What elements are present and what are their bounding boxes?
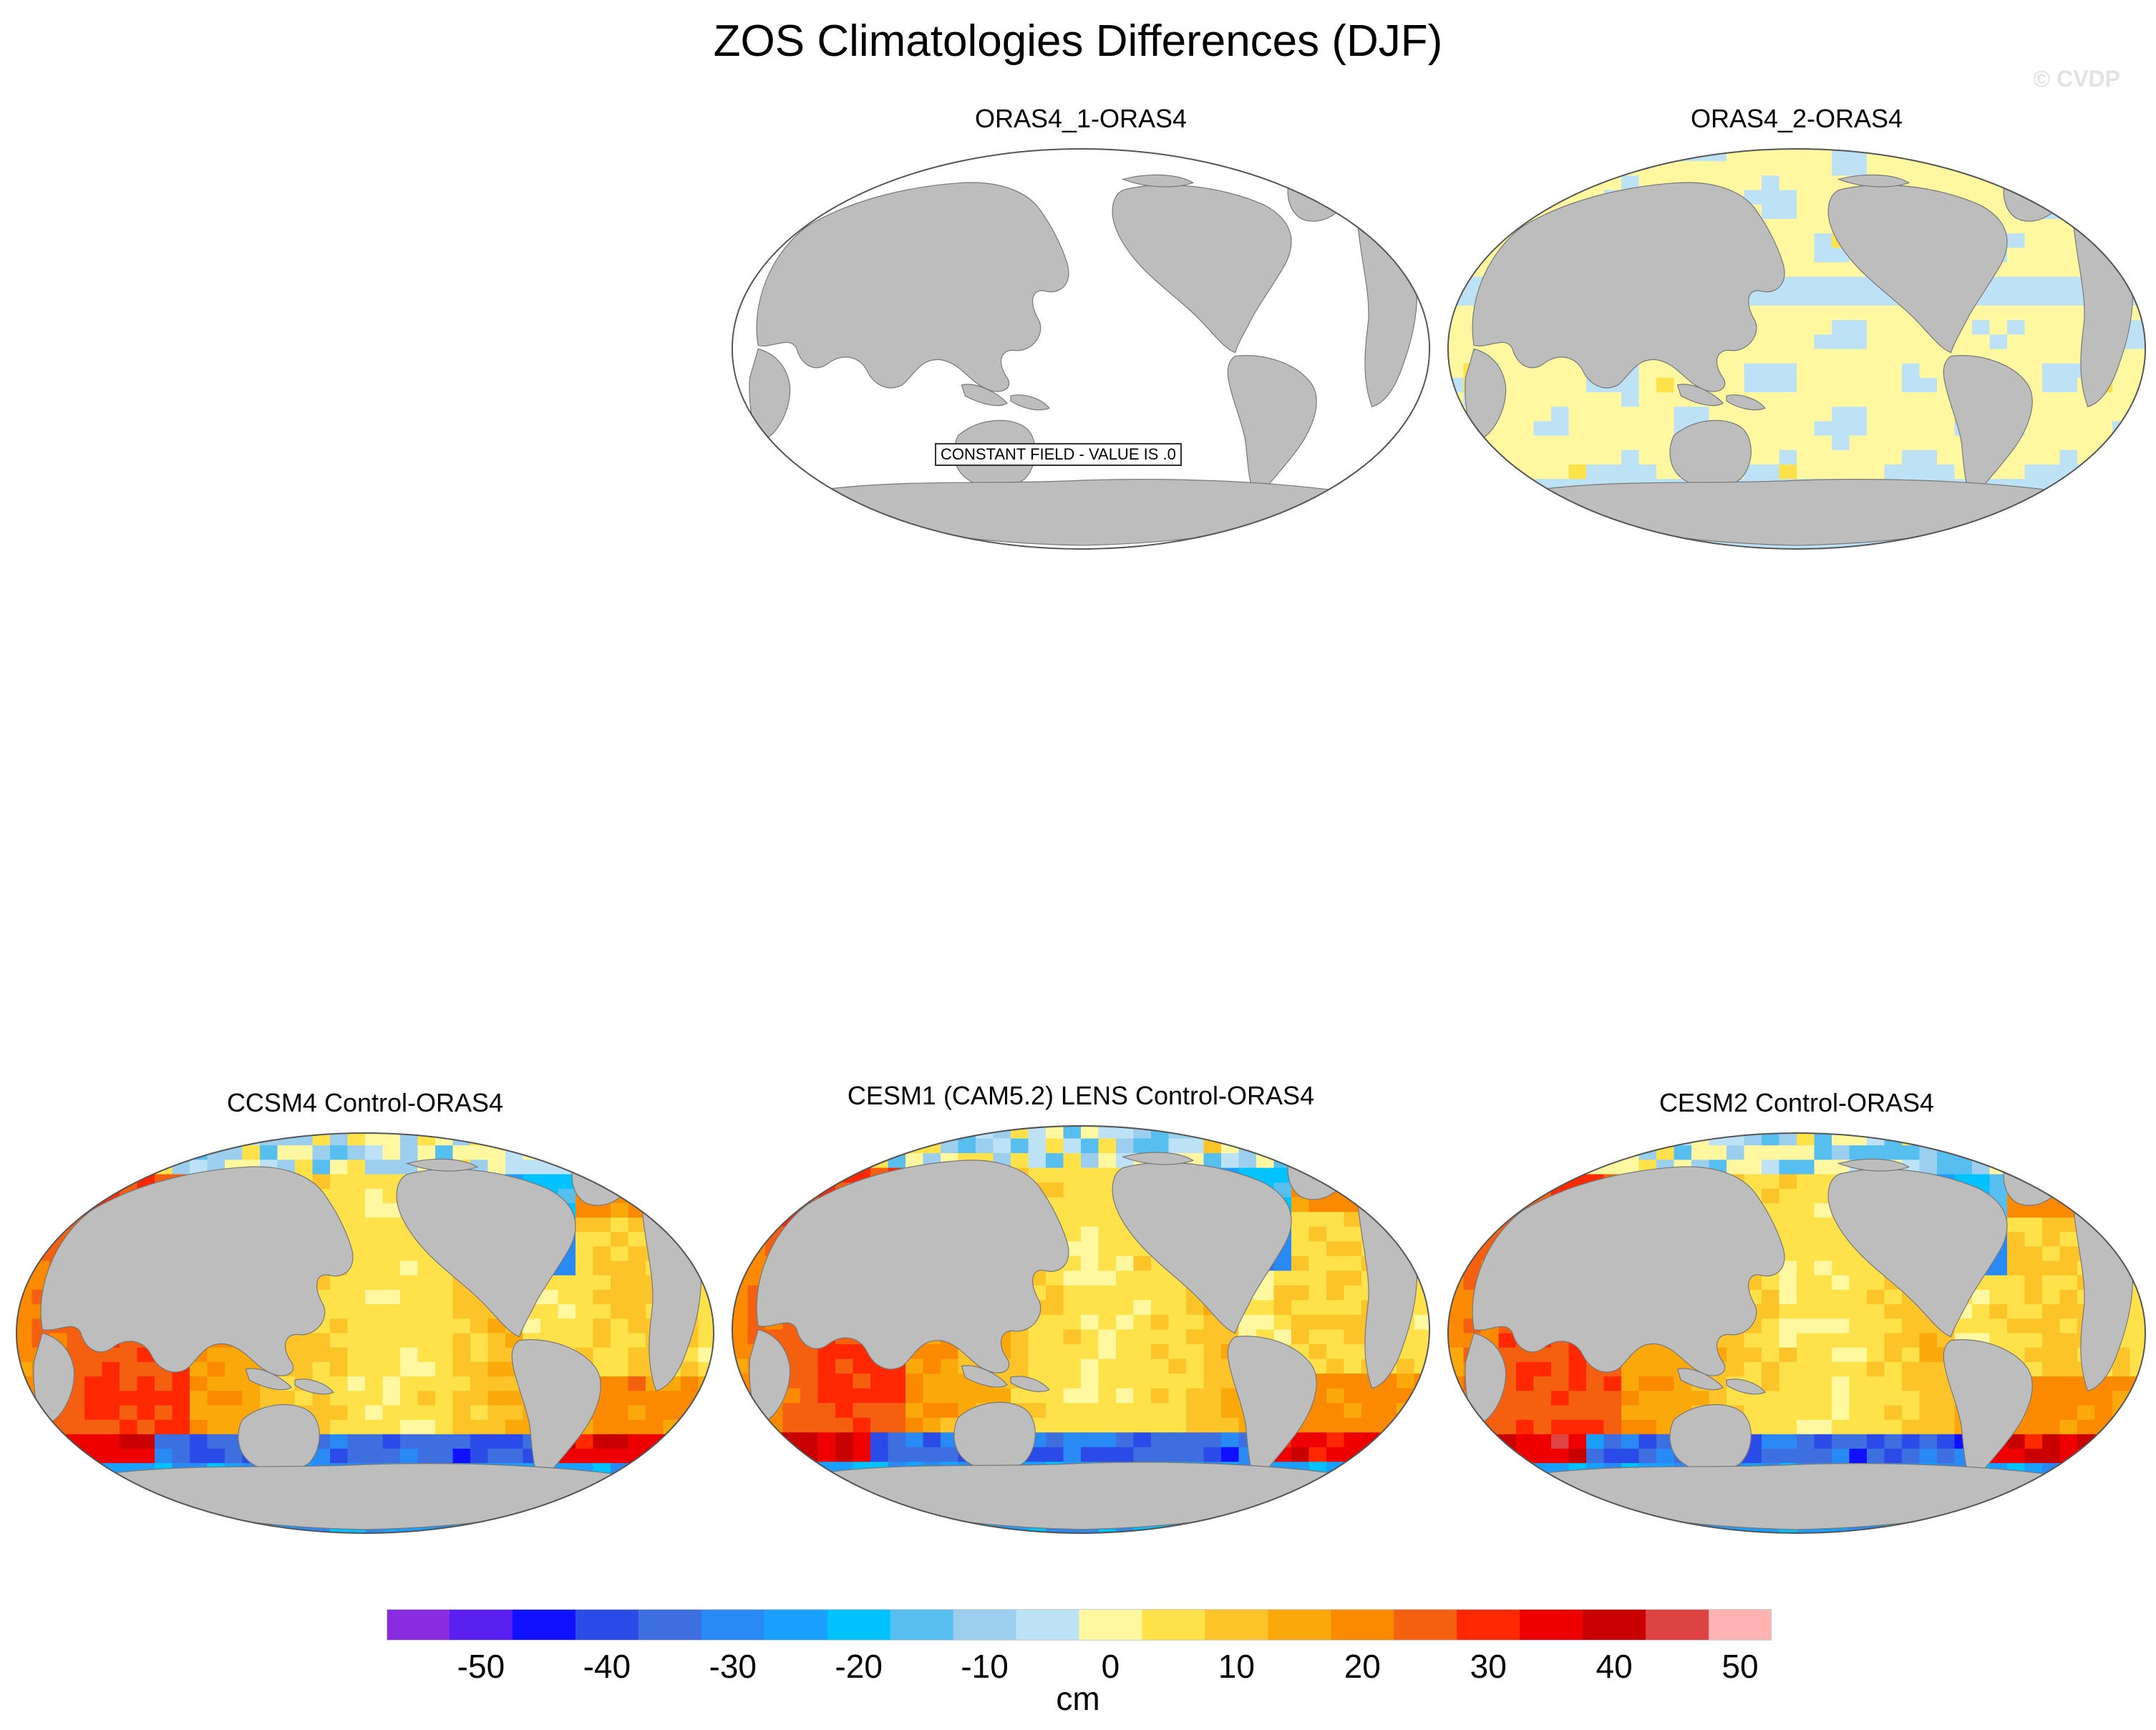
colorbar-swatch	[701, 1609, 765, 1641]
colorbar-tick-label: 30	[1470, 1648, 1507, 1685]
colorbar-unit: cm	[1056, 1680, 1100, 1717]
panel-oras4-1: ORAS4_1-ORAS4 CONSTANT FIELD - VALUE IS …	[723, 100, 1439, 573]
colorbar-swatch	[1205, 1609, 1268, 1641]
colorbar-swatch	[1709, 1609, 1772, 1641]
figure-title: ZOS Climatologies Differences (DJF)	[713, 16, 1443, 66]
colorbar-swatch	[1583, 1609, 1646, 1641]
colorbar-swatch	[1142, 1609, 1205, 1641]
world-map	[1447, 148, 2147, 550]
colorbar	[387, 1609, 1772, 1641]
colorbar-swatch	[387, 1609, 450, 1641]
colorbar-swatch	[638, 1609, 702, 1641]
colorbar-swatch	[890, 1609, 954, 1641]
panel-title: CCSM4 Control-ORAS4	[226, 1088, 504, 1117]
colorbar-swatch	[1079, 1609, 1142, 1641]
panel-oras4-2: ORAS4_2-ORAS4	[1439, 100, 2155, 573]
colorbar-swatch	[1520, 1609, 1583, 1641]
panel-ccsm4: CCSM4 Control-ORAS4	[7, 1084, 723, 1557]
colorbar-tick-label: -50	[457, 1648, 505, 1685]
colorbar-tick-label: 40	[1596, 1648, 1633, 1685]
colorbar-swatch	[1016, 1609, 1079, 1641]
colorbar-tick-label: 0	[1101, 1648, 1120, 1685]
colorbar-swatch	[512, 1609, 576, 1641]
panel-title: ORAS4_2-ORAS4	[1690, 104, 1903, 133]
colorbar-swatch	[1331, 1609, 1394, 1641]
world-map	[15, 1132, 715, 1534]
colorbar-tick-label: 50	[1722, 1648, 1759, 1685]
colorbar-tick-label: -40	[583, 1648, 631, 1685]
colorbar-swatch	[1268, 1609, 1331, 1641]
colorbar-swatch	[449, 1609, 513, 1641]
panel-cesm1: CESM1 (CAM5.2) LENS Control-ORAS4	[723, 1077, 1439, 1557]
colorbar-tick-label: -20	[835, 1648, 883, 1685]
colorbar-swatch	[1457, 1609, 1520, 1641]
panel-title: CESM2 Control-ORAS4	[1659, 1088, 1935, 1117]
colorbar-tick-label: -30	[709, 1648, 757, 1685]
panel-title: CESM1 (CAM5.2) LENS Control-ORAS4	[847, 1081, 1315, 1110]
colorbar-tick-label: -10	[961, 1648, 1009, 1685]
colorbar-swatch	[764, 1609, 828, 1641]
colorbar-swatch	[953, 1609, 1017, 1641]
world-map	[1447, 1132, 2147, 1534]
colorbar-swatch	[1646, 1609, 1709, 1641]
colorbar-swatch	[1394, 1609, 1457, 1641]
colorbar-tick-label: 10	[1218, 1648, 1255, 1685]
world-map	[731, 148, 1431, 550]
panel-title: ORAS4_1-ORAS4	[974, 104, 1188, 133]
constant-field-label: CONSTANT FIELD - VALUE IS .0	[935, 443, 1182, 466]
panel-cesm2: CESM2 Control-ORAS4	[1439, 1084, 2155, 1557]
world-map	[731, 1125, 1431, 1534]
colorbar-tick-label: 20	[1344, 1648, 1381, 1685]
cvdp-watermark: © CVDP	[2033, 66, 2120, 92]
colorbar-swatch	[827, 1609, 891, 1641]
colorbar-swatch	[575, 1609, 639, 1641]
